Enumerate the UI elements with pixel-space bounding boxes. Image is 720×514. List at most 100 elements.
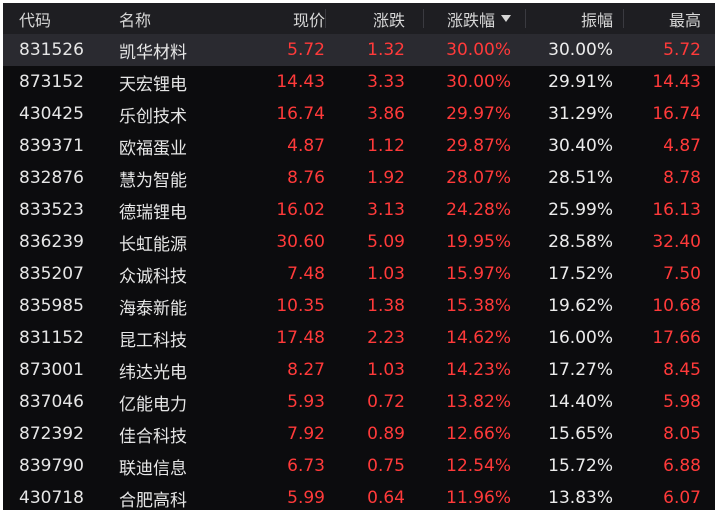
sort-descending-icon: [501, 15, 511, 22]
stock-name: 慧为智能: [119, 170, 187, 191]
current-price: 16.74: [276, 104, 325, 124]
stock-code: 873152: [19, 72, 84, 92]
price-change: 0.72: [367, 392, 405, 412]
price-change: 3.86: [367, 104, 405, 124]
stock-name: 天宏锂电: [119, 74, 187, 95]
change-percent: 14.62%: [446, 328, 511, 348]
current-price: 7.92: [287, 424, 325, 444]
stock-code: 839790: [19, 456, 84, 476]
change-percent: 13.82%: [446, 392, 511, 412]
table-row[interactable]: 835207 众诚科技 7.48 1.03 15.97% 17.52% 7.50: [3, 258, 715, 290]
amplitude: 28.51%: [548, 168, 613, 188]
table-row[interactable]: 831152 昆工科技 17.48 2.23 14.62% 16.00% 17.66: [3, 322, 715, 354]
change-percent: 12.66%: [446, 424, 511, 444]
current-price: 8.27: [287, 360, 325, 380]
table-row[interactable]: 835985 海泰新能 10.35 1.38 15.38% 19.62% 10.68: [3, 290, 715, 322]
high-price: 32.40: [652, 232, 701, 252]
amplitude: 15.72%: [548, 456, 613, 476]
column-header-amplitude[interactable]: 振幅: [580, 10, 613, 30]
current-price: 17.48: [276, 328, 325, 348]
change-percent: 14.23%: [446, 360, 511, 380]
amplitude: 30.40%: [548, 136, 613, 156]
price-change: 0.64: [367, 488, 405, 508]
table-row[interactable]: 872392 佳合科技 7.92 0.89 12.66% 15.65% 8.05: [3, 418, 715, 450]
change-percent: 15.38%: [446, 296, 511, 316]
high-price: 16.74: [652, 104, 701, 124]
price-change: 1.12: [367, 136, 405, 156]
price-change: 3.33: [367, 72, 405, 92]
price-change: 0.89: [367, 424, 405, 444]
amplitude: 13.83%: [548, 488, 613, 508]
change-percent: 30.00%: [446, 72, 511, 92]
high-price: 5.72: [663, 40, 701, 60]
column-header-change-pct-label: 涨跌幅: [446, 10, 495, 30]
stock-code: 831152: [19, 328, 84, 348]
column-divider: [423, 9, 424, 28]
table-row[interactable]: 832876 慧为智能 8.76 1.92 28.07% 28.51% 8.78: [3, 162, 715, 194]
amplitude: 28.58%: [548, 232, 613, 252]
stock-code: 839371: [19, 136, 84, 156]
stock-code: 430718: [19, 488, 84, 508]
change-percent: 24.28%: [446, 200, 511, 220]
stock-code: 831526: [19, 40, 84, 60]
table-row[interactable]: 831526 凯华材料 5.72 1.32 30.00% 30.00% 5.72: [3, 34, 715, 66]
table-row[interactable]: 839790 联迪信息 6.73 0.75 12.54% 15.72% 6.88: [3, 450, 715, 482]
high-price: 14.43: [652, 72, 701, 92]
change-percent: 30.00%: [446, 40, 511, 60]
current-price: 10.35: [276, 296, 325, 316]
table-row[interactable]: 873001 纬达光电 8.27 1.03 14.23% 17.27% 8.45: [3, 354, 715, 386]
stock-code: 872392: [19, 424, 84, 444]
column-header-name[interactable]: 名称: [119, 10, 152, 30]
high-price: 8.05: [663, 424, 701, 444]
column-header-price[interactable]: 现价: [292, 10, 325, 30]
change-percent: 11.96%: [446, 488, 511, 508]
column-divider: [525, 9, 526, 28]
column-header-code[interactable]: 代码: [19, 10, 52, 30]
price-change: 5.09: [367, 232, 405, 252]
amplitude: 19.62%: [548, 296, 613, 316]
change-percent: 12.54%: [446, 456, 511, 476]
change-percent: 15.97%: [446, 264, 511, 284]
table-row[interactable]: 837046 亿能电力 5.93 0.72 13.82% 14.40% 5.98: [3, 386, 715, 418]
high-price: 17.66: [652, 328, 701, 348]
price-change: 1.38: [367, 296, 405, 316]
high-price: 6.07: [663, 488, 701, 508]
change-percent: 28.07%: [446, 168, 511, 188]
stock-name: 海泰新能: [119, 298, 187, 319]
current-price: 16.02: [276, 200, 325, 220]
stock-code: 837046: [19, 392, 84, 412]
high-price: 8.78: [663, 168, 701, 188]
price-change: 1.03: [367, 360, 405, 380]
price-change: 1.03: [367, 264, 405, 284]
current-price: 5.72: [287, 40, 325, 60]
amplitude: 30.00%: [548, 40, 613, 60]
stock-code: 832876: [19, 168, 84, 188]
table-row[interactable]: 836239 长虹能源 30.60 5.09 19.95% 28.58% 32.40: [3, 226, 715, 258]
column-header-change[interactable]: 涨跌: [372, 10, 405, 30]
table-row[interactable]: 430425 乐创技术 16.74 3.86 29.97% 31.29% 16.74: [3, 98, 715, 130]
amplitude: 15.65%: [548, 424, 613, 444]
high-price: 6.88: [663, 456, 701, 476]
amplitude: 14.40%: [548, 392, 613, 412]
stock-code: 430425: [19, 104, 84, 124]
high-price: 10.68: [652, 296, 701, 316]
stock-name: 长虹能源: [119, 234, 187, 255]
table-header: 代码 名称 现价 涨跌 涨跌幅 振幅 最高: [3, 3, 715, 34]
stock-quote-table: 代码 名称 现价 涨跌 涨跌幅 振幅 最高 831526 凯华材料 5.72 1.32…: [3, 3, 715, 510]
table-row[interactable]: 839371 欧福蛋业 4.87 1.12 29.87% 30.40% 4.87: [3, 130, 715, 162]
current-price: 6.73: [287, 456, 325, 476]
column-header-change-pct[interactable]: 涨跌幅: [447, 3, 511, 34]
price-change: 1.92: [367, 168, 405, 188]
table-row[interactable]: 430718 合肥高科 5.99 0.64 11.96% 13.83% 6.07: [3, 482, 715, 510]
current-price: 4.87: [287, 136, 325, 156]
current-price: 5.99: [287, 488, 325, 508]
price-change: 2.23: [367, 328, 405, 348]
column-header-high[interactable]: 最高: [668, 10, 701, 30]
stock-code: 835985: [19, 296, 84, 316]
current-price: 14.43: [276, 72, 325, 92]
amplitude: 17.27%: [548, 360, 613, 380]
price-change: 0.75: [367, 456, 405, 476]
stock-name: 佳合科技: [119, 426, 187, 447]
table-row[interactable]: 873152 天宏锂电 14.43 3.33 30.00% 29.91% 14.43: [3, 66, 715, 98]
table-row[interactable]: 833523 德瑞锂电 16.02 3.13 24.28% 25.99% 16.13: [3, 194, 715, 226]
